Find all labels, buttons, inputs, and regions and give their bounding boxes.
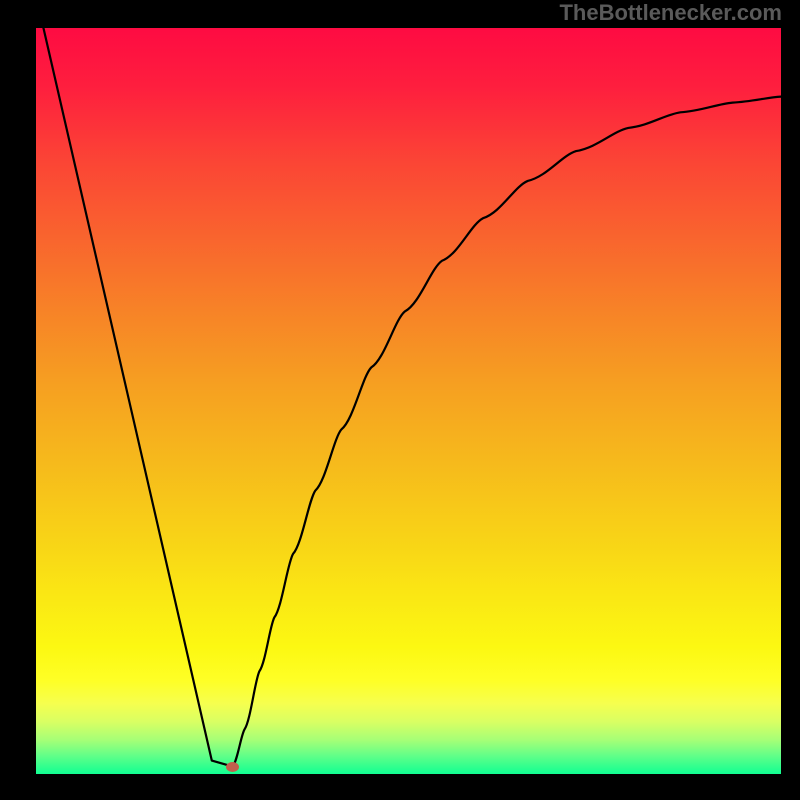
attribution-link[interactable]: TheBottlenecker.com: [559, 0, 782, 26]
chart-container: TheBottlenecker.com: [0, 0, 800, 800]
optimal-point-marker: [226, 762, 239, 772]
chart-plot-area: [36, 28, 781, 774]
